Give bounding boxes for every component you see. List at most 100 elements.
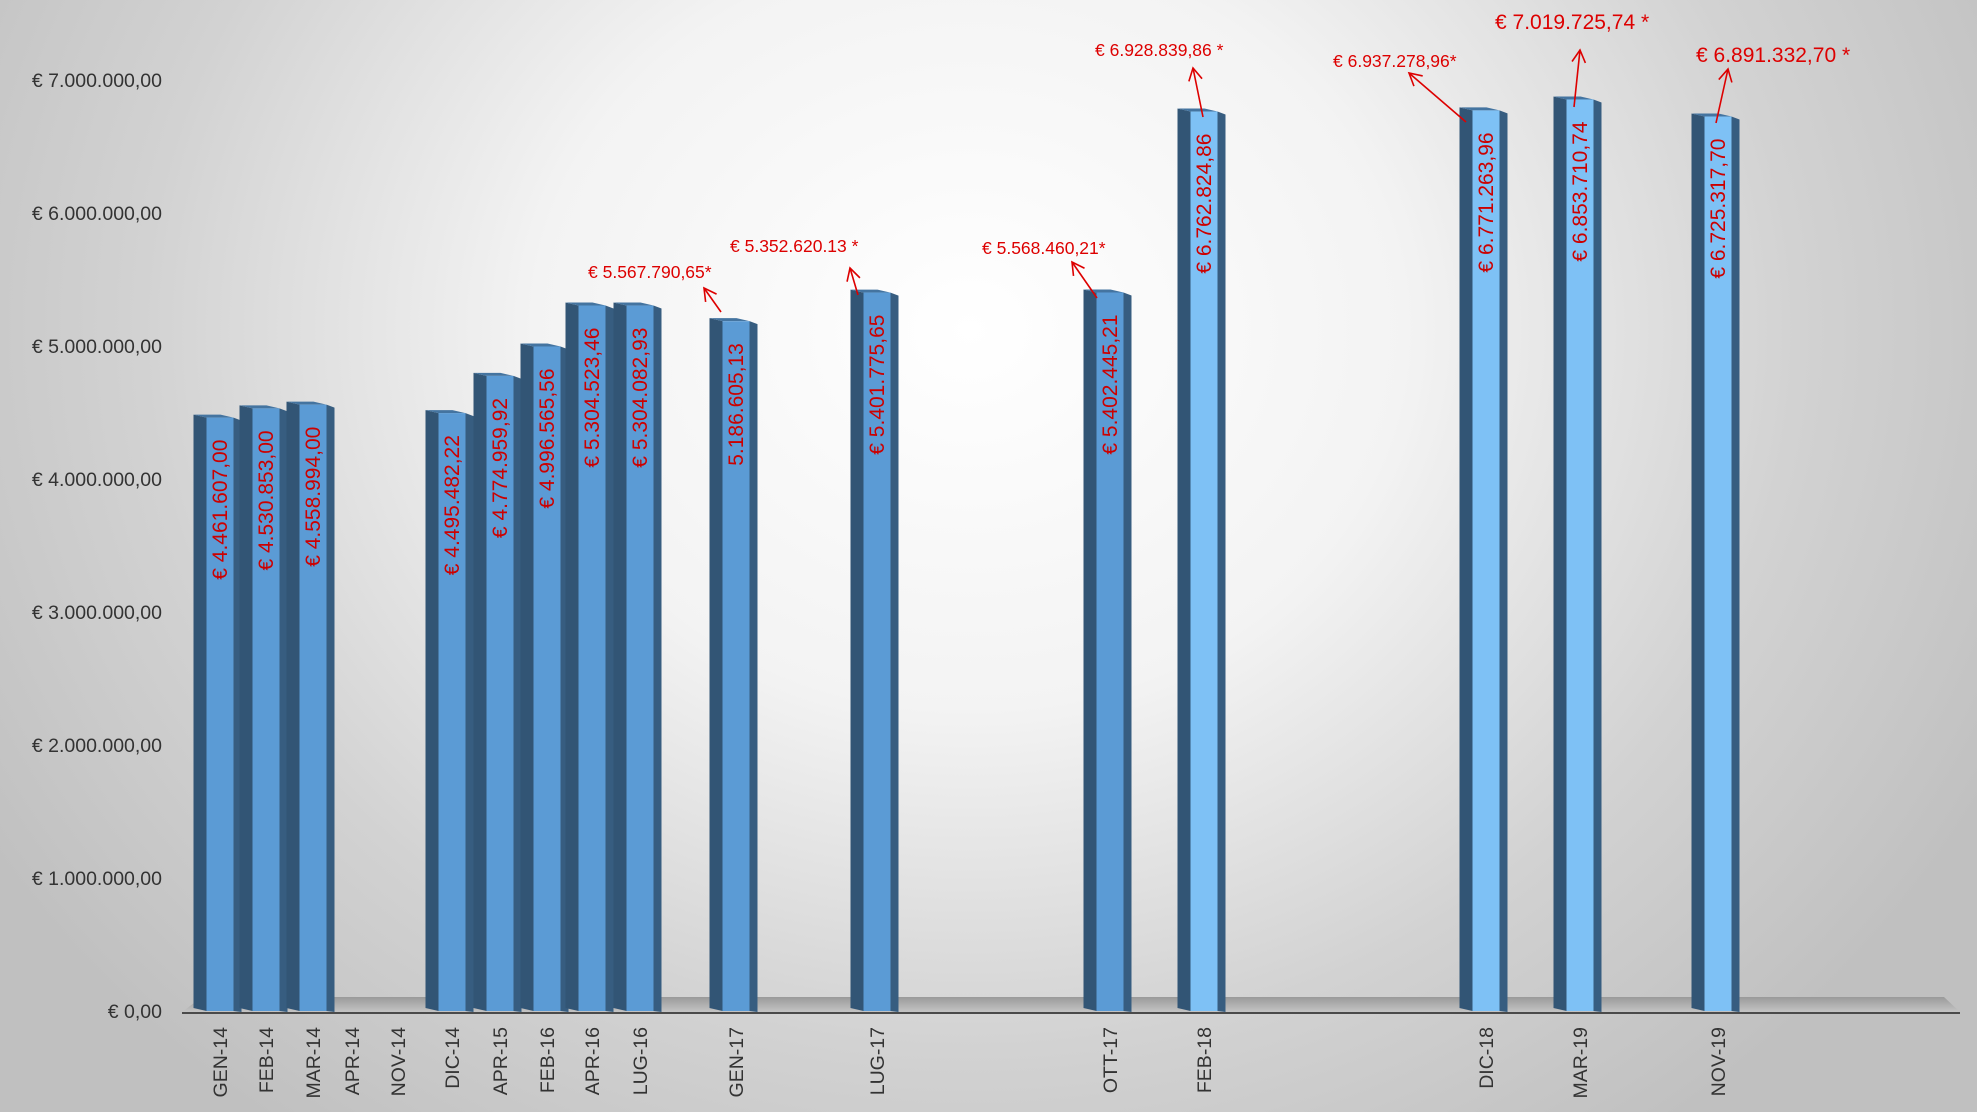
x-tick-label: NOV-19 <box>1708 1027 1730 1096</box>
annotation-arrowhead <box>1188 66 1203 82</box>
bar-edge <box>653 305 662 1012</box>
bar <box>709 318 758 1012</box>
value-label: € 4.558.994,00 <box>302 427 325 567</box>
bar-side <box>239 405 253 1011</box>
value-label: € 4.530.853,00 <box>255 430 278 570</box>
bar-top <box>1459 107 1500 111</box>
bar-top <box>286 401 327 405</box>
y-tick-label: € 1.000.000,00 <box>32 868 162 890</box>
bar-front <box>1704 116 1732 1012</box>
y-tick-label: € 2.000.000,00 <box>32 735 162 757</box>
bar <box>425 410 474 1013</box>
bar-front <box>486 375 514 1012</box>
annotation: € 6.891.332,70 * <box>1696 44 1850 124</box>
bar-side <box>1691 113 1705 1012</box>
y-tick-label: € 7.000.000,00 <box>32 70 162 92</box>
bar <box>286 401 335 1012</box>
annotation-arrow <box>1192 67 1204 118</box>
bar-edge <box>326 404 335 1012</box>
annotation: € 5.568.460,21* <box>982 238 1106 299</box>
value-label: € 5.401.775,65 <box>866 315 889 455</box>
bar-front <box>438 413 466 1012</box>
x-tick-label: MAR-14 <box>303 1027 325 1099</box>
bar-side <box>425 410 439 1012</box>
bar-front <box>626 305 654 1011</box>
bar-side <box>1553 96 1567 1011</box>
bar-front <box>1566 99 1594 1011</box>
x-tick-label: APR-16 <box>582 1027 604 1095</box>
bar-side <box>286 401 300 1011</box>
bar-front <box>863 292 891 1011</box>
annotation-text: € 6.937.278,96* <box>1333 51 1457 71</box>
bar-side <box>193 414 207 1011</box>
x-tick-label: APR-15 <box>490 1027 512 1095</box>
value-label: € 5.304.082,93 <box>629 328 652 468</box>
bar-top <box>239 405 280 409</box>
annotation-text: € 7.019.725,74 * <box>1495 11 1649 34</box>
y-tick-label: € 6.000.000,00 <box>32 203 162 225</box>
bar-edge <box>749 321 758 1012</box>
bar-edge <box>513 375 522 1013</box>
x-tick-label: DIC-14 <box>442 1027 464 1089</box>
annotation-text: € 5.567.790,65* <box>588 262 712 282</box>
bar-front <box>578 305 606 1011</box>
bar-side <box>1177 108 1191 1011</box>
annotation-arrow <box>849 267 859 296</box>
x-tick-label: MAR-19 <box>1570 1027 1592 1099</box>
bar-side <box>709 318 723 1011</box>
y-tick-label: € 0,00 <box>108 1001 162 1023</box>
annotation-arrow <box>1573 49 1581 108</box>
x-tick-label: OTT-17 <box>1100 1027 1122 1093</box>
value-label: € 6.725.317,70 <box>1707 139 1730 279</box>
y-tick-label: € 4.000.000,00 <box>32 469 162 491</box>
value-label: € 5.402.445,21 <box>1099 314 1122 454</box>
x-tick-label: NOV-14 <box>388 1027 410 1097</box>
value-label: € 5.304.523,46 <box>581 327 604 467</box>
bar-front <box>1096 292 1124 1011</box>
x-tick-label: APR-14 <box>342 1027 364 1095</box>
bar-edge <box>465 413 474 1013</box>
bar-side <box>520 343 534 1011</box>
y-tick-label: € 5.000.000,00 <box>32 336 162 358</box>
annotation: € 6.937.278,96* <box>1333 51 1467 123</box>
bar-front <box>1190 111 1218 1011</box>
x-tick-label: FEB-18 <box>1194 1027 1216 1093</box>
y-tick-label: € 3.000.000,00 <box>32 602 162 624</box>
annotation-arrowhead <box>703 286 717 302</box>
annotation-text: € 6.891.332,70 * <box>1696 44 1850 67</box>
annotation-text: € 6.928.839,86 * <box>1095 40 1224 60</box>
annotation-arrowhead <box>1571 48 1587 64</box>
value-label: 5.186.605,13 <box>725 343 748 466</box>
bar-edge <box>279 408 288 1012</box>
bar-front <box>1472 110 1500 1012</box>
value-label: € 4.495.482,22 <box>441 435 464 575</box>
bar <box>1177 108 1226 1012</box>
bar-top <box>425 410 466 414</box>
annotation-text: € 5.568.460,21* <box>982 238 1106 258</box>
bar-top <box>565 302 606 306</box>
bar-top <box>613 302 654 306</box>
x-tick-label: LUG-17 <box>867 1027 889 1095</box>
value-label: € 4.774.959,92 <box>489 398 512 538</box>
x-tick-label: GEN-17 <box>726 1027 748 1097</box>
bar-side <box>1083 289 1097 1011</box>
annotation: € 5.352.620.13 * <box>730 236 861 296</box>
x-tick-label: DIC-18 <box>1476 1027 1498 1089</box>
bar <box>239 405 288 1012</box>
annotation-arrowhead <box>846 266 861 282</box>
bar-edge <box>605 305 614 1012</box>
bar-front <box>533 346 561 1011</box>
bar-edge <box>1123 292 1132 1012</box>
bar-top <box>1553 96 1594 100</box>
bar-front <box>299 404 327 1011</box>
annotation: € 5.567.790,65* <box>588 262 722 313</box>
bar-side <box>473 372 487 1012</box>
x-tick-label: LUG-16 <box>630 1027 652 1095</box>
x-tick-label: GEN-14 <box>210 1027 232 1098</box>
bar <box>850 289 899 1012</box>
annotation: € 6.928.839,86 * <box>1095 40 1224 118</box>
annotation-arrowhead <box>1407 71 1423 87</box>
value-label: € 6.771.263,96 <box>1475 132 1498 272</box>
value-label: € 4.996.565,56 <box>536 368 559 508</box>
